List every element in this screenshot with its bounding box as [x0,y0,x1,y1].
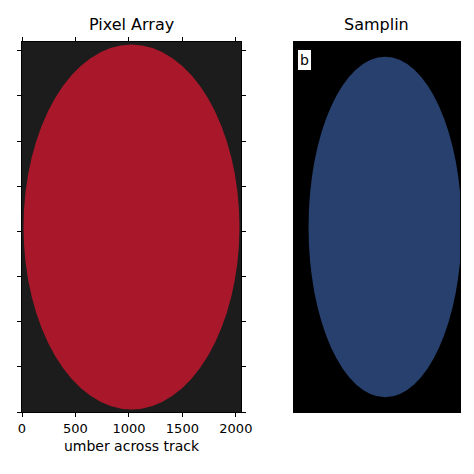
svg-text:0: 0 [18,421,26,436]
svg-text:Samplin: Samplin [344,15,409,34]
svg-text:1500: 1500 [166,421,199,436]
svg-text:1000: 1000 [112,421,145,436]
svg-text:2000: 2000 [219,421,252,436]
svg-text:b: b [300,52,309,68]
svg-text:500: 500 [63,421,88,436]
svg-text:Pixel Array: Pixel Array [89,15,174,34]
svg-text:umber across track: umber across track [64,438,200,454]
